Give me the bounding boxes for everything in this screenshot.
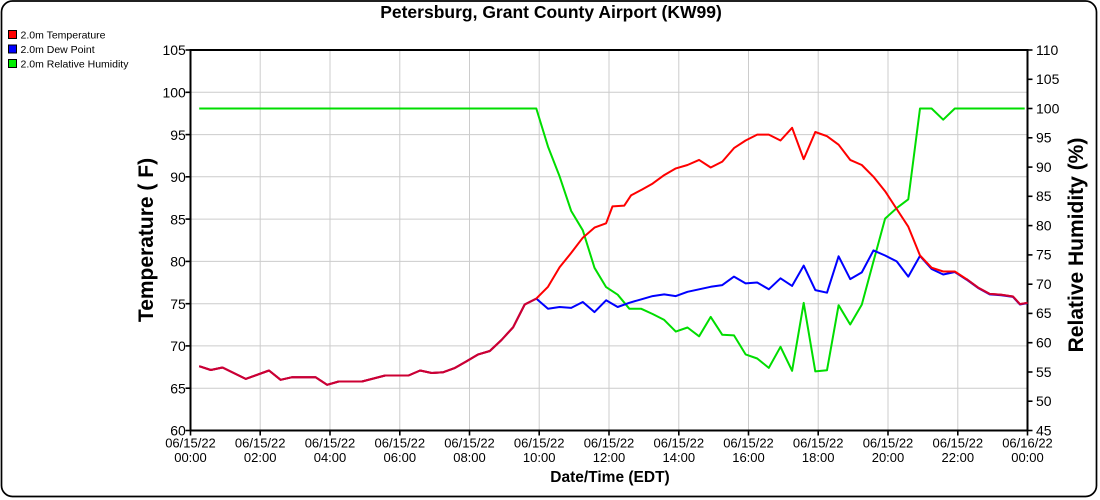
svg-text:02:00: 02:00 <box>244 450 277 465</box>
svg-text:06/15/22: 06/15/22 <box>863 436 914 451</box>
svg-text:60: 60 <box>1036 335 1052 351</box>
svg-text:12:00: 12:00 <box>593 450 626 465</box>
svg-text:70: 70 <box>1036 276 1052 292</box>
svg-text:110: 110 <box>1036 42 1059 58</box>
svg-text:Relative Humidity (%): Relative Humidity (%) <box>1065 138 1088 353</box>
svg-text:105: 105 <box>162 42 186 58</box>
svg-text:100: 100 <box>162 85 186 101</box>
svg-text:90: 90 <box>170 169 186 185</box>
svg-text:45: 45 <box>1036 422 1052 438</box>
svg-text:2.0m Temperature: 2.0m Temperature <box>21 29 106 41</box>
svg-text:75: 75 <box>1036 247 1052 263</box>
svg-text:06/15/22: 06/15/22 <box>235 436 286 451</box>
svg-text:16:00: 16:00 <box>732 450 765 465</box>
svg-text:Petersburg, Grant County Airpo: Petersburg, Grant County Airport (KW99) <box>380 2 722 22</box>
svg-text:65: 65 <box>170 380 186 396</box>
svg-text:18:00: 18:00 <box>802 450 835 465</box>
svg-text:08:00: 08:00 <box>453 450 486 465</box>
svg-text:100: 100 <box>1036 100 1060 116</box>
svg-text:00:00: 00:00 <box>174 450 207 465</box>
svg-text:2.0m Dew Point: 2.0m Dew Point <box>21 44 95 56</box>
svg-text:06:00: 06:00 <box>384 450 417 465</box>
svg-text:2.0m Relative Humidity: 2.0m Relative Humidity <box>21 58 130 70</box>
svg-text:06/15/22: 06/15/22 <box>584 436 635 451</box>
svg-text:75: 75 <box>170 296 186 312</box>
svg-text:50: 50 <box>1036 393 1052 409</box>
svg-text:22:00: 22:00 <box>942 450 975 465</box>
svg-text:06/15/22: 06/15/22 <box>514 436 565 451</box>
svg-text:90: 90 <box>1036 159 1052 175</box>
svg-text:10:00: 10:00 <box>523 450 556 465</box>
svg-text:70: 70 <box>170 338 186 354</box>
svg-text:04:00: 04:00 <box>314 450 347 465</box>
svg-text:06/15/22: 06/15/22 <box>444 436 495 451</box>
svg-text:55: 55 <box>1036 364 1052 380</box>
svg-text:80: 80 <box>170 254 186 270</box>
svg-text:80: 80 <box>1036 217 1052 233</box>
svg-text:85: 85 <box>170 211 186 227</box>
svg-text:60: 60 <box>170 423 186 439</box>
svg-text:06/15/22: 06/15/22 <box>932 436 983 451</box>
svg-text:Temperature ( F): Temperature ( F) <box>135 158 158 322</box>
svg-text:06/15/22: 06/15/22 <box>793 436 844 451</box>
svg-text:95: 95 <box>170 127 186 143</box>
svg-text:95: 95 <box>1036 130 1052 146</box>
svg-text:06/15/22: 06/15/22 <box>374 436 425 451</box>
svg-text:85: 85 <box>1036 188 1052 204</box>
svg-text:Date/Time (EDT): Date/Time (EDT) <box>550 469 669 486</box>
svg-text:00:00: 00:00 <box>1011 450 1044 465</box>
svg-text:65: 65 <box>1036 305 1052 321</box>
svg-text:06/15/22: 06/15/22 <box>653 436 704 451</box>
svg-text:06/15/22: 06/15/22 <box>723 436 774 451</box>
svg-text:06/16/22: 06/16/22 <box>1002 436 1053 451</box>
svg-text:105: 105 <box>1036 71 1060 87</box>
svg-text:14:00: 14:00 <box>663 450 696 465</box>
svg-text:20:00: 20:00 <box>872 450 905 465</box>
svg-text:06/15/22: 06/15/22 <box>165 436 216 451</box>
svg-text:06/15/22: 06/15/22 <box>305 436 356 451</box>
